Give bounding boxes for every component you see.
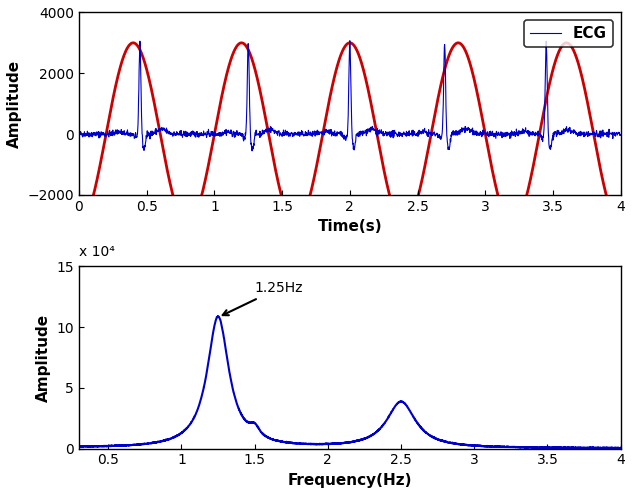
ECG [502,134,509,140]
Text: x 10⁴: x 10⁴ [79,245,115,259]
Line: ECG: ECG [79,41,621,151]
ECG [346,38,354,44]
Legend: ECG: ECG [524,20,613,48]
X-axis label: Frequency(Hz): Frequency(Hz) [288,473,412,488]
ECG [601,131,609,137]
ECG [324,127,332,133]
ECG [103,132,111,138]
ECG [75,130,83,136]
Y-axis label: Amplitude: Amplitude [7,59,22,148]
Text: 1.25Hz: 1.25Hz [222,281,303,315]
ECG [339,132,346,138]
ECG [602,132,609,138]
ECG [617,132,624,138]
ECG [248,148,256,154]
X-axis label: Time(s): Time(s) [317,219,382,234]
Y-axis label: Amplitude: Amplitude [36,313,51,401]
